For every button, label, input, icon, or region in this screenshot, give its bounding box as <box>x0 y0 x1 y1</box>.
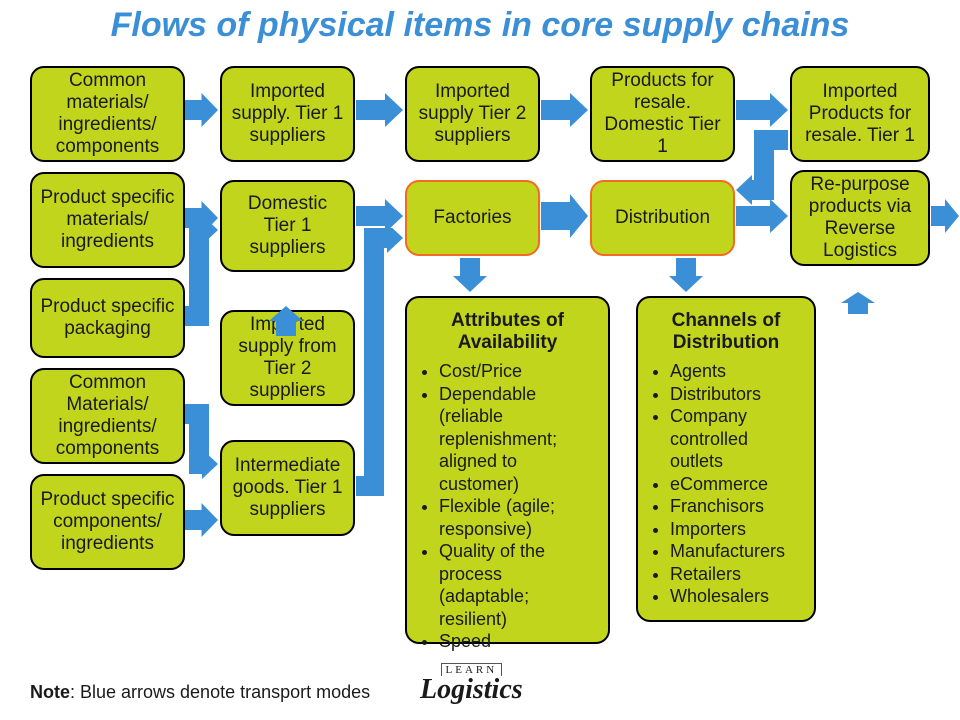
node-e2: Re-purpose products via Reverse Logistic… <box>790 170 930 266</box>
arrow-icon <box>541 194 588 238</box>
node-a1: Common materials/ ingredients/ component… <box>30 66 185 162</box>
arrow-icon <box>669 258 703 292</box>
panel-attr: Attributes of Availability Cost/PriceDepe… <box>405 296 610 644</box>
node-c1: Imported supply Tier 2 suppliers <box>405 66 540 162</box>
list-item: Franchisors <box>670 495 802 518</box>
panel-list: Cost/PriceDependable (reliable replenish… <box>419 360 596 653</box>
list-item: Speed <box>439 630 596 653</box>
node-e1: Imported Products for resale. Tier 1 <box>790 66 930 162</box>
arrow-icon <box>356 93 403 127</box>
node-b4: Intermediate goods. Tier 1 suppliers <box>220 440 355 536</box>
panel-title: Channels of Distribution <box>650 310 802 354</box>
node-b2: Domestic Tier 1 suppliers <box>220 180 355 272</box>
footnote: Note: Blue arrows denote transport modes <box>30 682 370 703</box>
node-a3: Product specific packaging <box>30 278 185 358</box>
diagram-canvas: Flows of physical items in core supply c… <box>0 0 960 720</box>
page-title: Flows of physical items in core supply c… <box>0 6 960 45</box>
arrow-icon <box>185 503 218 537</box>
brand-logo: LEARN Logistics <box>420 660 523 706</box>
arrow-icon <box>185 404 218 484</box>
node-a5: Product specific components/ ingredients <box>30 474 185 570</box>
list-item: Company controlled outlets <box>670 405 802 473</box>
list-item: eCommerce <box>670 473 802 496</box>
list-item: Flexible (agile; responsive) <box>439 495 596 540</box>
panel-title: Attributes of Availability <box>419 310 596 354</box>
panel-chan: Channels of Distribution AgentsDistributo… <box>636 296 816 622</box>
arrow-icon <box>269 306 303 336</box>
list-item: Quality of the process (adaptable; resil… <box>439 540 596 630</box>
arrow-icon <box>736 130 788 210</box>
arrow-icon <box>185 93 218 127</box>
arrow-icon <box>541 93 588 127</box>
node-d2: Distribution <box>590 180 735 256</box>
arrow-icon <box>356 228 403 496</box>
list-item: Importers <box>670 518 802 541</box>
node-d1: Products for resale. Domestic Tier 1 <box>590 66 735 162</box>
list-item: Retailers <box>670 563 802 586</box>
arrow-icon <box>931 199 959 233</box>
list-item: Dependable (reliable replenishment; alig… <box>439 383 596 496</box>
list-item: Agents <box>670 360 802 383</box>
node-b1: Imported supply. Tier 1 suppliers <box>220 66 355 162</box>
list-item: Wholesalers <box>670 585 802 608</box>
list-item: Cost/Price <box>439 360 596 383</box>
node-a2: Product specific materials/ ingredients <box>30 172 185 268</box>
list-item: Manufacturers <box>670 540 802 563</box>
arrow-icon <box>736 93 788 127</box>
node-c2: Factories <box>405 180 540 256</box>
arrow-icon <box>841 292 875 314</box>
panel-list: AgentsDistributorsCompany controlled out… <box>650 360 802 608</box>
node-a4: Common Materials/ ingredients/ component… <box>30 368 185 464</box>
arrow-icon <box>185 220 218 326</box>
arrow-icon <box>453 258 487 292</box>
list-item: Distributors <box>670 383 802 406</box>
